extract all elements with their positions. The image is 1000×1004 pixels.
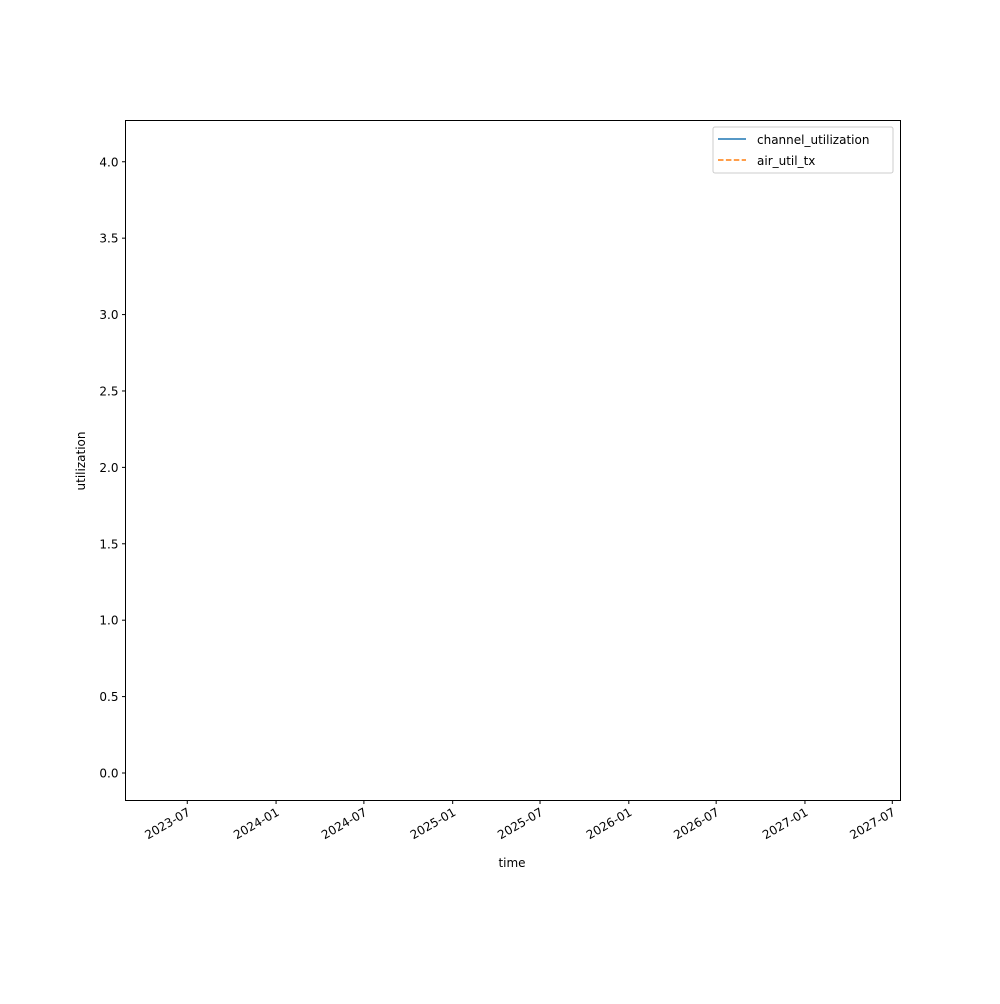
y-tick-label: 0.0 bbox=[99, 766, 118, 780]
legend-frame bbox=[712, 126, 894, 174]
x-tick-label: 2026-01 bbox=[584, 805, 634, 842]
x-tick-label: 2027-07 bbox=[847, 805, 897, 842]
y-tick-label: 1.0 bbox=[99, 614, 118, 628]
x-tick-label: 2024-01 bbox=[231, 805, 281, 842]
y-tick-label: 0.5 bbox=[99, 690, 118, 704]
x-tick-label: 2025-01 bbox=[408, 805, 458, 842]
x-tick-label: 2024-07 bbox=[319, 805, 369, 842]
y-tick-label: 1.5 bbox=[99, 537, 118, 551]
x-tick-label: 2025-07 bbox=[495, 805, 545, 842]
y-tick-label: 2.5 bbox=[99, 384, 118, 398]
x-tick-label: 2026-07 bbox=[671, 805, 721, 842]
legend-label-channel-utilization: channel_utilization bbox=[757, 133, 869, 147]
legend: channel_utilization air_util_tx bbox=[712, 126, 894, 174]
y-tick-label: 4.0 bbox=[99, 155, 118, 169]
y-axis-label: utilization bbox=[74, 432, 88, 491]
x-axis-label: time bbox=[498, 856, 525, 870]
y-tick-label: 3.0 bbox=[99, 308, 118, 322]
x-tick-label: 2027-01 bbox=[760, 805, 810, 842]
axes-frame bbox=[125, 120, 901, 801]
x-axis: 2023-07 2024-01 2024-07 2025-01 2025-07 2026-… bbox=[142, 800, 898, 842]
y-tick-label: 3.5 bbox=[99, 232, 118, 246]
plot-area bbox=[125, 120, 901, 801]
x-tick-label: 2023-07 bbox=[142, 805, 192, 842]
legend-label-air-util-tx: air_util_tx bbox=[757, 154, 815, 168]
y-axis: 0.0 0.5 1.0 1.5 2.0 2.5 3.0 3.5 4.0 bbox=[99, 155, 126, 780]
y-tick-label: 2.0 bbox=[99, 461, 118, 475]
